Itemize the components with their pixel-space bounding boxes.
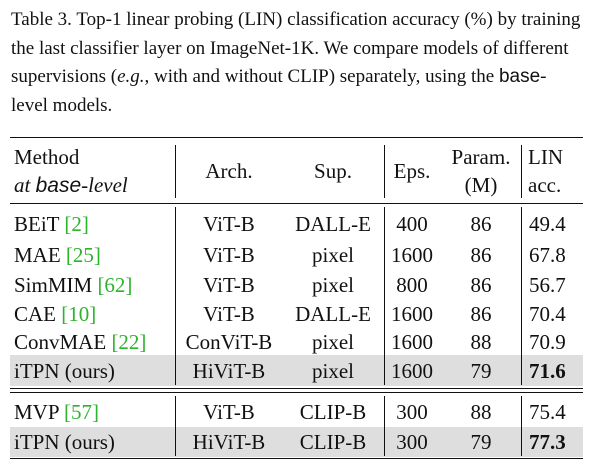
arch-cell: ViT-B (203, 243, 255, 267)
header-eps: Eps. (393, 159, 431, 183)
method-cell: MVP [57] (14, 400, 99, 424)
citation-link[interactable]: [2] (64, 212, 89, 236)
eps-cell: 300 (396, 430, 428, 454)
sup-cell: pixel (312, 359, 354, 383)
method-cell: MAE [25] (14, 243, 101, 267)
sup-cell: pixel (312, 243, 354, 267)
citation-link[interactable]: [10] (61, 302, 97, 326)
method-cell: iTPN (ours) (14, 359, 115, 383)
eps-cell: 800 (396, 273, 428, 297)
col-divider-lin (521, 145, 522, 198)
method-cell: SimMIM [62] (14, 273, 132, 297)
highlight-row-ours-clip (10, 427, 583, 457)
eps-cell: 1600 (391, 330, 433, 354)
top-rule (10, 137, 583, 138)
method-name: CAE (14, 302, 62, 326)
arch-cell: HiViT-B (192, 359, 266, 383)
method-cell: iTPN (ours) (14, 430, 115, 454)
acc-cell: 77.3 (529, 430, 566, 454)
method-name: iTPN (ours) (14, 430, 115, 454)
header-method-level: at base-level (14, 173, 128, 197)
header-acc: acc. (528, 173, 562, 197)
param-cell: 79 (470, 359, 492, 383)
col-divider-method (175, 396, 176, 456)
eps-cell: 1600 (391, 302, 433, 326)
header-param-unit: (M) (464, 173, 498, 197)
bottom-rule (10, 458, 583, 459)
param-cell: 86 (470, 212, 492, 236)
header-method: Method (14, 145, 80, 169)
acc-cell: 70.9 (529, 330, 566, 354)
sup-cell: CLIP-B (299, 430, 367, 454)
arch-cell: ViT-B (203, 400, 255, 424)
header-lin: LIN (528, 145, 563, 169)
arch-cell: ViT-B (203, 212, 255, 236)
acc-cell: 70.4 (529, 302, 566, 326)
acc-cell: 56.7 (529, 273, 566, 297)
eps-cell: 300 (396, 400, 428, 424)
col-divider-sup (384, 396, 385, 456)
col-divider-method (175, 145, 176, 198)
arch-cell: HiViT-B (192, 430, 266, 454)
eps-cell: 1600 (391, 243, 433, 267)
method-name: MVP (14, 400, 64, 424)
highlight-row-ours-pixel (10, 355, 583, 386)
sup-cell: DALL-E (295, 302, 371, 326)
citation-link[interactable]: [22] (111, 330, 147, 354)
method-name: ConvMAE (14, 330, 112, 354)
group-rule-bottom (10, 392, 583, 393)
acc-cell: 67.8 (529, 243, 566, 267)
table-caption: Table 3. Top-1 linear probing (LIN) clas… (11, 9, 581, 116)
method-cell: CAE [10] (14, 302, 96, 326)
col-divider-lin (521, 396, 522, 456)
sup-cell: pixel (312, 273, 354, 297)
param-cell: 79 (470, 430, 492, 454)
sup-cell: DALL-E (295, 212, 371, 236)
param-cell: 88 (470, 330, 492, 354)
header-param: Param. (451, 145, 511, 169)
eps-cell: 400 (396, 212, 428, 236)
arch-cell: ConViT-B (185, 330, 273, 354)
method-name: iTPN (ours) (14, 359, 115, 383)
col-divider-lin (521, 207, 522, 385)
eps-cell: 1600 (391, 359, 433, 383)
arch-cell: ViT-B (203, 273, 255, 297)
method-name: MAE (14, 243, 66, 267)
col-divider-sup (384, 207, 385, 385)
col-divider-method (175, 207, 176, 385)
citation-link[interactable]: [62] (97, 273, 133, 297)
acc-cell: 49.4 (529, 212, 566, 236)
method-name: BEiT (14, 212, 65, 236)
header-rule (10, 203, 583, 204)
method-cell: BEiT [2] (14, 212, 89, 236)
citation-link[interactable]: [25] (65, 243, 101, 267)
param-cell: 88 (470, 400, 492, 424)
sup-cell: CLIP-B (299, 400, 367, 424)
acc-cell: 75.4 (529, 400, 566, 424)
arch-cell: ViT-B (203, 302, 255, 326)
header-sup: Sup. (314, 159, 352, 183)
group-rule-top (10, 388, 583, 389)
acc-cell: 71.6 (529, 359, 566, 383)
header-arch: Arch. (205, 159, 253, 183)
method-name: SimMIM (14, 273, 98, 297)
method-cell: ConvMAE [22] (14, 330, 146, 354)
col-divider-sup (384, 145, 385, 198)
sup-cell: pixel (312, 330, 354, 354)
citation-link[interactable]: [57] (64, 400, 99, 424)
param-cell: 86 (470, 302, 492, 326)
param-cell: 86 (470, 273, 492, 297)
param-cell: 86 (470, 243, 492, 267)
